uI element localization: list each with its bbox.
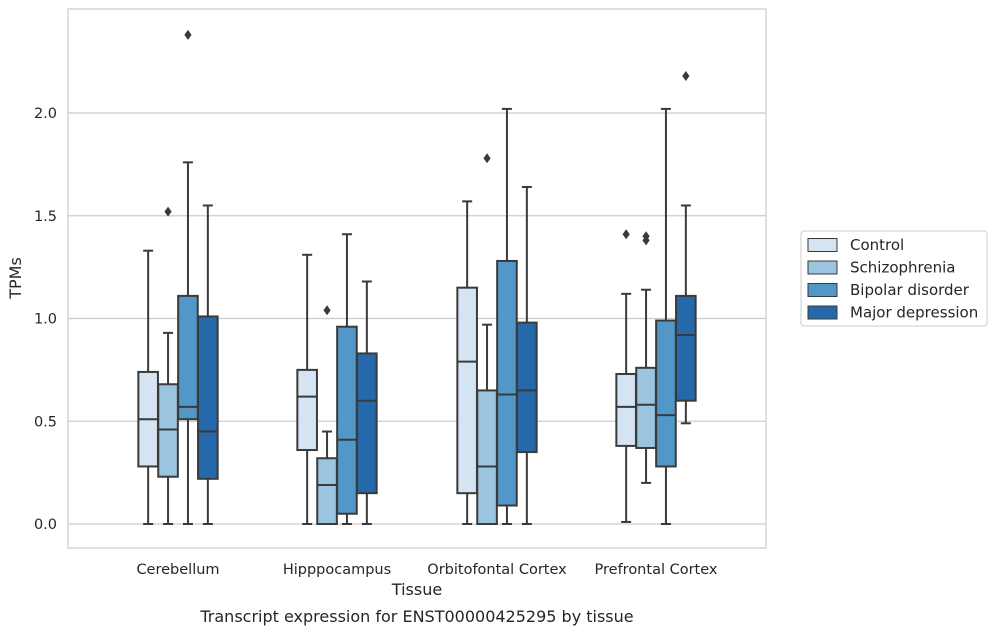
box-3-1 — [635, 231, 657, 484]
outlier-point — [184, 29, 192, 40]
legend-swatch — [807, 283, 838, 297]
chart-caption: Transcript expression for ENST0000042529… — [199, 607, 633, 626]
legend-label: Bipolar disorder — [850, 281, 970, 299]
box-2-2 — [496, 107, 518, 525]
box-iqr — [336, 325, 358, 515]
box-1-3 — [356, 280, 378, 525]
outlier-point — [622, 229, 630, 240]
box-0-2 — [177, 29, 199, 525]
box-3-0 — [615, 229, 637, 523]
box-3-3 — [675, 71, 697, 425]
legend-swatch — [807, 305, 838, 320]
x-tick-label: Cerebellum — [136, 562, 219, 578]
outlier-point — [483, 153, 491, 164]
y-tick-label: 2.0 — [34, 106, 57, 122]
boxes-layer — [137, 29, 697, 525]
x-tick-labels: Cerebellum Hipppocampus Orbitofontal Corte… — [136, 562, 717, 578]
box-iqr — [157, 383, 179, 478]
box-iqr — [177, 294, 199, 421]
y-tick-labels: 0.0 0.5 1.0 1.5 2.0 — [34, 106, 57, 533]
legend-item: Schizophrenia — [807, 259, 955, 277]
box-iqr — [675, 294, 697, 402]
box-iqr — [316, 457, 338, 525]
y-tick-label: 1.0 — [34, 312, 57, 328]
legend-items: Control Schizophrenia Bipolar disorder Majo… — [807, 236, 978, 322]
y-tick-label: 0.5 — [34, 414, 57, 430]
x-tick-label: Orbitofontal Cortex — [427, 562, 567, 578]
box-iqr — [496, 259, 518, 507]
box-1-1 — [316, 305, 338, 525]
box-iqr — [615, 372, 637, 447]
box-0-0 — [137, 249, 159, 525]
legend-label: Control — [850, 236, 904, 254]
legend-item: Major depression — [807, 304, 978, 322]
legend-swatch — [807, 238, 838, 252]
y-tick-label: 1.5 — [34, 209, 57, 225]
outlier-point — [682, 71, 690, 82]
box-0-1 — [157, 206, 179, 525]
y-axis-title: TPMs — [6, 257, 25, 300]
legend-label: Major depression — [850, 304, 978, 322]
box-0-3 — [197, 204, 219, 525]
legend-item: Bipolar disorder — [807, 281, 970, 299]
box-2-3 — [516, 185, 538, 525]
y-tick-label: 0.0 — [34, 517, 57, 533]
legend-swatch — [807, 260, 838, 275]
legend-item: Control — [807, 236, 904, 254]
x-axis-title: Tissue — [391, 580, 442, 599]
legend: Control Schizophrenia Bipolar disorder Majo… — [800, 230, 988, 327]
plot-area-frame — [67, 8, 767, 549]
box-iqr — [296, 368, 318, 452]
box-iqr — [197, 315, 219, 480]
box-iqr — [476, 389, 498, 525]
legend-frame — [800, 230, 988, 327]
box-iqr — [655, 319, 677, 468]
outlier-point — [164, 206, 172, 217]
x-tick-label: Prefrontal Cortex — [595, 562, 718, 578]
x-tick-label: Hipppocampus — [283, 562, 391, 578]
box-1-2 — [336, 233, 358, 525]
box-2-0 — [456, 200, 478, 525]
box-iqr — [356, 352, 378, 495]
outlier-point — [642, 231, 650, 242]
box-2-1 — [476, 153, 498, 525]
legend-label: Schizophrenia — [850, 259, 955, 277]
box-iqr — [456, 286, 478, 495]
box-iqr — [635, 366, 657, 449]
box-iqr — [516, 321, 538, 454]
box-3-2 — [655, 107, 677, 525]
box-1-0 — [296, 253, 318, 525]
outlier-point — [323, 305, 331, 316]
